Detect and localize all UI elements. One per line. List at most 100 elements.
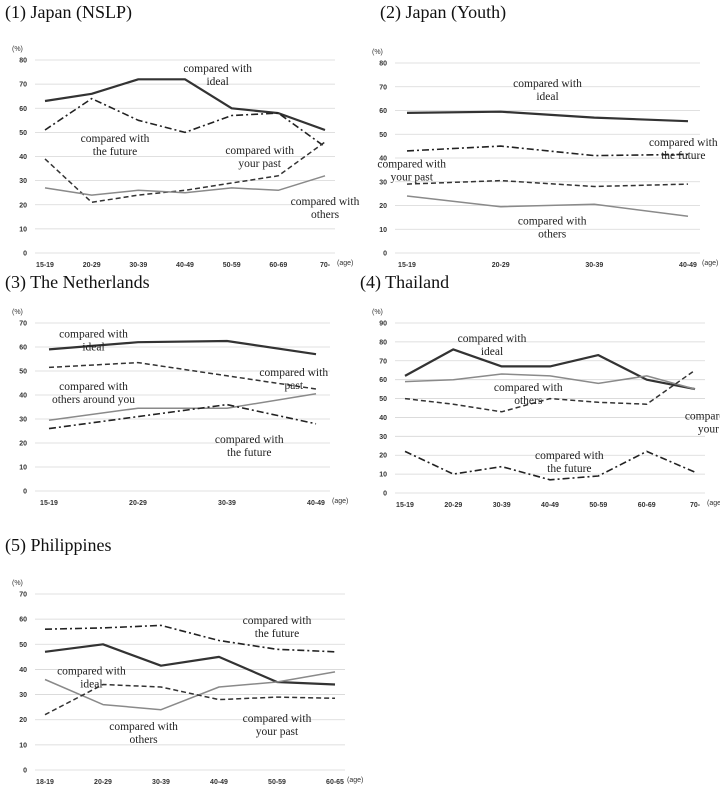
- chart-japan-youth: 0 10 20 30 40 50 60 70 80 (%) (age) 15-19 20-29 30-39…: [372, 49, 718, 269]
- panel-title: (2) Japan (Youth): [380, 2, 507, 22]
- series-line-others: [404, 373, 696, 390]
- annotation-line: compared with: [685, 410, 720, 422]
- series-line-past: [48, 361, 317, 390]
- series-line-past: [44, 683, 336, 716]
- panel-title: (5) Philippines: [5, 535, 112, 555]
- annotation-line: compared with: [513, 78, 582, 90]
- annotation: compared with the future: [649, 137, 718, 162]
- annotation-line: compared with: [183, 63, 252, 75]
- y-tick-label: 80: [379, 339, 387, 346]
- annotation-line: compared with: [377, 159, 446, 171]
- y-tick-label: 60: [19, 345, 27, 352]
- annotation-line: compared with: [458, 333, 527, 345]
- x-tick-label: 20-29: [94, 779, 112, 786]
- annotation-line: the future: [661, 150, 705, 162]
- y-tick-label: 0: [23, 251, 27, 258]
- annotation-line: compared with: [225, 145, 294, 157]
- y-tick-label: 0: [383, 491, 387, 498]
- annotation-line: others: [538, 229, 567, 241]
- y-tick-label: 60: [379, 377, 387, 384]
- series-line-past: [406, 179, 689, 188]
- series-line-future: [406, 145, 689, 157]
- series-line-others: [48, 393, 317, 421]
- series-line-future: [404, 450, 696, 481]
- panel-title: (3) The Netherlands: [5, 272, 150, 292]
- annotation-line: compared with: [259, 367, 328, 379]
- annotation-line: your past: [256, 726, 299, 738]
- series-line-past: [44, 141, 326, 204]
- annotation-line: compared with: [215, 434, 284, 446]
- x-tick-label: 50-59: [268, 779, 286, 786]
- annotation-line: compared with: [243, 615, 312, 627]
- y-tick-label: 50: [379, 396, 387, 403]
- x-tick-label: 30-39: [218, 500, 236, 507]
- annotation-line: ideal: [80, 678, 102, 690]
- chart-philippines: 0 10 20 30 40 50 60 70 (%) (age) 18-19 20-29 30-39 40…: [12, 580, 363, 786]
- series-line-others: [44, 175, 326, 196]
- x-tick-label: 30-39: [152, 779, 170, 786]
- y-tick-label: 10: [379, 227, 387, 234]
- x-tick-label: 20-29: [444, 502, 462, 509]
- chart-netherlands: 0 10 20 30 40 50 60 70 (%) (age) 15-19 20-29 30-39 40…: [12, 309, 348, 507]
- x-tick-label: 40-49: [176, 262, 194, 269]
- y-tick-label: 50: [379, 132, 387, 139]
- annotation-line: others: [311, 209, 340, 221]
- y-tick-label: 10: [379, 472, 387, 479]
- y-tick-label: 40: [379, 156, 387, 163]
- y-tick-label: 40: [19, 393, 27, 400]
- annotation-line: others around you: [52, 394, 135, 406]
- y-tick-label: 70: [19, 592, 27, 599]
- x-tick-label: 20-29: [492, 262, 510, 269]
- annotation: compared with others: [494, 382, 563, 407]
- y-tick-label: 50: [19, 369, 27, 376]
- y-tick-label: 0: [23, 768, 27, 775]
- y-tick-label: 10: [19, 742, 27, 749]
- y-tick-label: 30: [379, 434, 387, 441]
- x-tick-label: 30-39: [493, 502, 511, 509]
- annotation-line: compared with: [518, 216, 587, 228]
- annotation-line: compared with: [494, 382, 563, 394]
- annotation-line: compared with: [59, 328, 128, 340]
- y-tick-label: 50: [19, 130, 27, 137]
- y-axis-label: (%): [12, 46, 23, 53]
- y-tick-label: 0: [383, 251, 387, 258]
- annotation: compared with others: [109, 721, 178, 746]
- y-tick-label: 60: [19, 106, 27, 113]
- y-axis-label: (%): [12, 309, 23, 316]
- series-line-ideal: [44, 78, 326, 132]
- y-tick-label: 60: [19, 617, 27, 624]
- x-tick-label: 70-: [320, 262, 331, 269]
- x-axis-label: (age): [702, 260, 718, 267]
- x-tick-label: 50-59: [589, 502, 607, 509]
- y-tick-label: 70: [19, 82, 27, 89]
- annotation-line: the future: [227, 447, 271, 459]
- annotation-line: compared with: [57, 665, 126, 677]
- series-line-others: [44, 671, 336, 711]
- annotation: compared with ideal: [59, 328, 128, 353]
- x-tick-label: 20-29: [129, 500, 147, 507]
- panel-title: (4) Thailand: [360, 272, 450, 292]
- panel-title: (1) Japan (NSLP): [5, 2, 132, 22]
- annotation-line: ideal: [82, 341, 104, 353]
- y-tick-label: 20: [19, 441, 27, 448]
- annotation-line: compared with: [535, 450, 604, 462]
- annotation: compared with ideal: [513, 78, 582, 103]
- x-tick-label: 18-19: [36, 779, 54, 786]
- chart-thailand: 0 10 20 30 40 50 60 70 80 90 (%) (age) 15-19 20-29 30-…: [372, 309, 720, 509]
- annotation: compared with others: [291, 196, 360, 221]
- annotation: compared with ideal: [458, 333, 527, 358]
- annotation-line: your past: [390, 172, 433, 184]
- y-tick-label: 30: [19, 417, 27, 424]
- annotation-line: your past: [238, 158, 281, 170]
- y-tick-label: 10: [19, 465, 27, 472]
- x-tick-label: 40-49: [307, 500, 325, 507]
- annotation-line: past: [284, 380, 303, 392]
- annotation-line: ideal: [206, 76, 228, 88]
- annotation-line: others: [130, 734, 159, 746]
- x-tick-label: 60-65: [326, 779, 344, 786]
- annotation-line: the future: [93, 146, 137, 158]
- annotation-line: ideal: [481, 346, 503, 358]
- x-axis-label: (age): [707, 500, 720, 507]
- x-tick-label: 15-19: [36, 262, 54, 269]
